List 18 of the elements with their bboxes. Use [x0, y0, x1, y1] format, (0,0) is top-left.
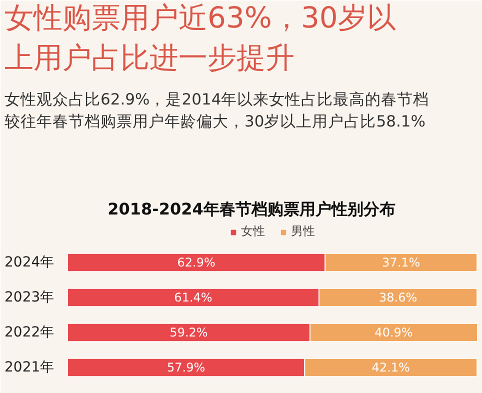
- legend-label: 女性: [241, 223, 265, 240]
- data-label: 42.1%: [372, 360, 410, 374]
- text: 较往年春节档购票用户年龄偏大，30岁以上用户占比58.1%: [4, 112, 426, 130]
- y-tick-label: 2022年: [4, 324, 54, 340]
- data-label: 37.1%: [382, 256, 420, 270]
- data-label: 62.9%: [177, 256, 216, 270]
- data-label: 61.4%: [174, 290, 212, 304]
- data-label: 57.9%: [167, 360, 206, 374]
- y-tick-label: 2023年: [4, 290, 54, 306]
- data-label: 40.9%: [374, 326, 413, 340]
- chart-subtitle: 2018-2024年春节档购票用户性别分布: [108, 200, 396, 218]
- text: 女性观众占比62.9%，是2014年以来女性占比最高的春节档: [4, 90, 430, 108]
- legend-label: 男性: [291, 223, 315, 240]
- y-tick-label: 2021年: [4, 360, 54, 376]
- y-tick-label: 2024年: [4, 254, 54, 270]
- data-label: 38.6%: [378, 290, 418, 304]
- data-label: 59.2%: [170, 326, 208, 340]
- chart-title: 女性购票用户近63%，30岁以上用户占比进一步提升: [4, 0, 396, 74]
